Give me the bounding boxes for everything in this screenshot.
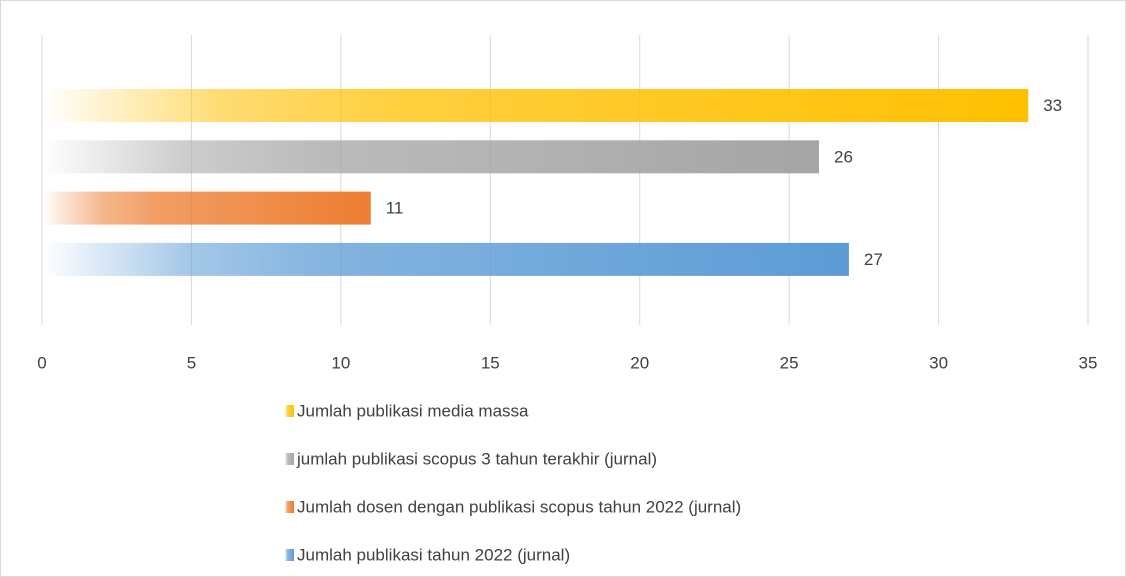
data-label: 33 [1043, 96, 1062, 115]
bar [42, 140, 820, 174]
x-tick-label: 10 [331, 353, 350, 372]
legend-label: Jumlah dosen dengan publikasi scopus tah… [297, 497, 741, 516]
data-label: 27 [864, 250, 883, 269]
legend-swatch [285, 405, 294, 417]
legend-swatch [285, 549, 294, 561]
legend-label: jumlah publikasi scopus 3 tahun terakhir… [296, 449, 657, 468]
bar [42, 242, 849, 276]
bar [42, 89, 1029, 122]
legend-label: Jumlah publikasi media massa [297, 401, 529, 420]
x-tick-label: 25 [780, 353, 799, 372]
legend-swatch [285, 453, 294, 465]
bar [42, 191, 371, 225]
x-tick-label: 30 [929, 353, 948, 372]
x-tick-label: 0 [37, 353, 46, 372]
x-tick-label: 15 [481, 353, 500, 372]
x-tick-label: 20 [630, 353, 649, 372]
legend-label: Jumlah publikasi tahun 2022 (jurnal) [297, 545, 570, 564]
x-tick-label: 35 [1079, 353, 1098, 372]
data-label: 26 [834, 147, 853, 166]
legend-swatch [285, 501, 294, 513]
data-label: 11 [386, 199, 404, 218]
x-tick-label: 5 [187, 353, 196, 372]
